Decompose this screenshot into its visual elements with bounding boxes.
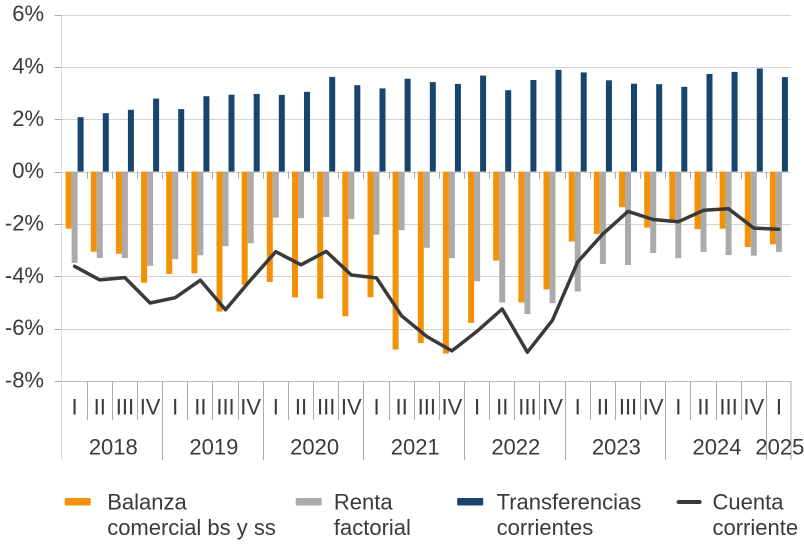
svg-text:IV: IV (341, 395, 362, 420)
svg-text:2021: 2021 (391, 435, 440, 460)
svg-text:IV: IV (743, 395, 764, 420)
svg-text:2%: 2% (12, 106, 44, 131)
svg-text:II: II (395, 395, 407, 420)
svg-text:IV: IV (240, 395, 261, 420)
svg-text:IV: IV (442, 395, 463, 420)
svg-text:IV: IV (542, 395, 563, 420)
svg-text:I: I (575, 395, 581, 420)
svg-text:III: III (216, 395, 234, 420)
svg-text:III: III (317, 395, 335, 420)
svg-text:2023: 2023 (592, 435, 641, 460)
svg-text:I: I (373, 395, 379, 420)
svg-text:Renta: Renta (334, 490, 393, 515)
svg-text:II: II (194, 395, 206, 420)
svg-text:II: II (295, 395, 307, 420)
svg-text:IV: IV (140, 395, 161, 420)
svg-text:2020: 2020 (290, 435, 339, 460)
svg-text:6%: 6% (12, 1, 44, 26)
svg-text:-4%: -4% (5, 263, 44, 288)
svg-text:corrientes: corrientes (497, 515, 594, 540)
svg-text:III: III (518, 395, 536, 420)
svg-text:I: I (776, 395, 782, 420)
svg-text:I: I (474, 395, 480, 420)
svg-text:I: I (172, 395, 178, 420)
svg-text:I: I (72, 395, 78, 420)
svg-text:II: II (496, 395, 508, 420)
svg-text:I: I (675, 395, 681, 420)
svg-text:Transferencias: Transferencias (497, 490, 642, 515)
svg-text:III: III (116, 395, 134, 420)
svg-text:-2%: -2% (5, 210, 44, 235)
svg-text:2022: 2022 (491, 435, 540, 460)
svg-text:Cuenta: Cuenta (713, 490, 785, 515)
svg-text:comercial bs y ss: comercial bs y ss (107, 515, 276, 540)
svg-text:-8%: -8% (5, 368, 44, 393)
svg-text:II: II (94, 395, 106, 420)
svg-text:2025: 2025 (755, 435, 804, 460)
svg-text:2018: 2018 (89, 435, 138, 460)
svg-text:II: II (697, 395, 709, 420)
svg-text:III: III (418, 395, 436, 420)
svg-text:4%: 4% (12, 53, 44, 78)
svg-text:II: II (597, 395, 609, 420)
svg-text:corriente: corriente (713, 515, 799, 540)
svg-text:III: III (719, 395, 737, 420)
svg-text:I: I (273, 395, 279, 420)
svg-text:2019: 2019 (189, 435, 238, 460)
svg-text:-6%: -6% (5, 315, 44, 340)
svg-text:2024: 2024 (693, 435, 742, 460)
svg-text:III: III (619, 395, 637, 420)
svg-text:0%: 0% (12, 158, 44, 183)
svg-text:factorial: factorial (334, 515, 411, 540)
svg-text:IV: IV (643, 395, 664, 420)
svg-text:Balanza: Balanza (107, 490, 187, 515)
